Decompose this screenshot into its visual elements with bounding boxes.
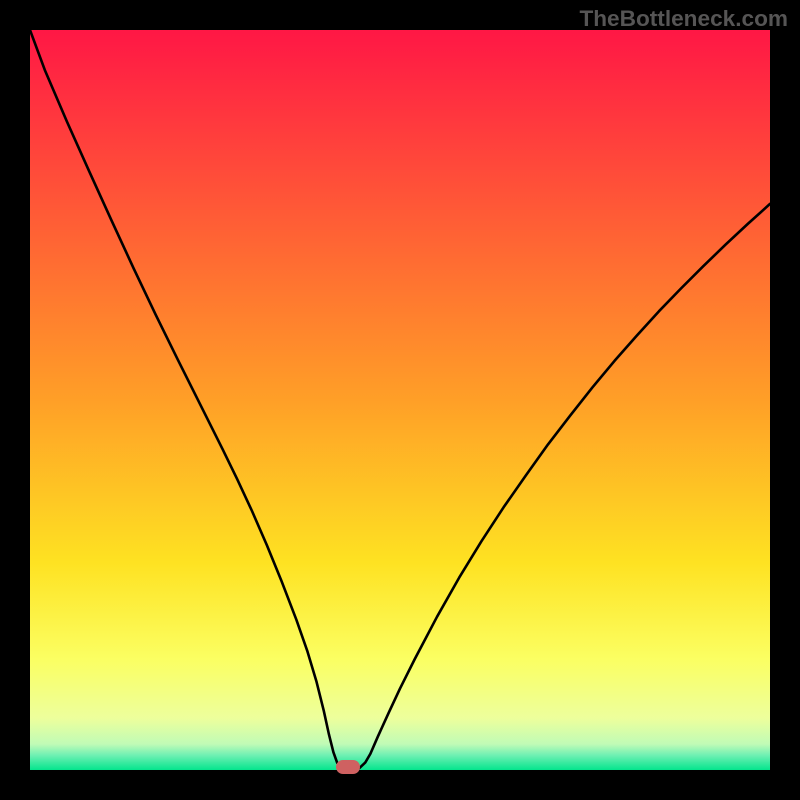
bottleneck-curve xyxy=(30,30,770,770)
optimum-marker xyxy=(336,760,360,774)
watermark-text: TheBottleneck.com xyxy=(579,6,788,32)
plot-area xyxy=(30,30,770,770)
curve-path xyxy=(30,30,770,768)
chart-frame: TheBottleneck.com xyxy=(0,0,800,800)
